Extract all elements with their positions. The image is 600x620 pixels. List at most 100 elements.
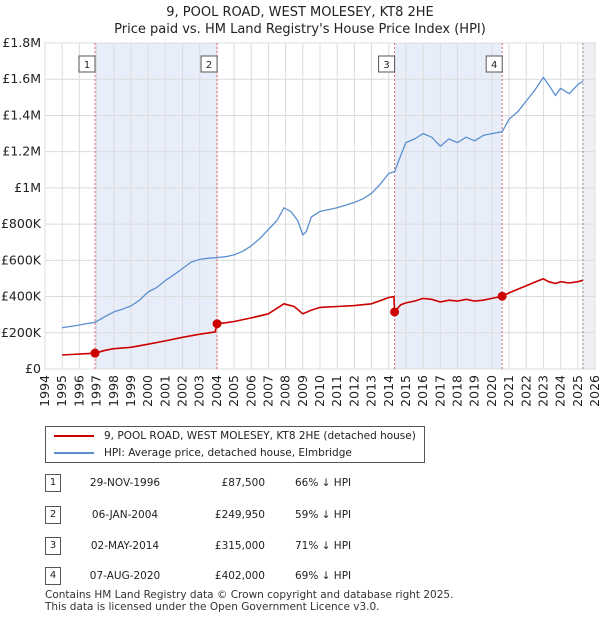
period-shade bbox=[95, 43, 218, 369]
x-tick-label: 2017 bbox=[432, 375, 447, 407]
x-tick-label: 2001 bbox=[157, 375, 172, 407]
x-tick-label: 2022 bbox=[518, 375, 533, 407]
transaction-number: 1 bbox=[45, 474, 61, 492]
table-row: 4 07-AUG-2020 £402,000 69% ↓ HPI bbox=[45, 567, 445, 585]
x-tick-label: 2007 bbox=[260, 375, 275, 407]
transaction-price: £402,000 bbox=[214, 570, 265, 582]
x-tick-label: 2010 bbox=[312, 375, 327, 407]
x-tick-label: 2014 bbox=[381, 375, 396, 407]
table-row: 2 06-JAN-2004 £249,950 59% ↓ HPI bbox=[45, 506, 445, 524]
y-tick-label: £1M bbox=[14, 180, 41, 195]
x-tick-label: 2012 bbox=[346, 375, 361, 407]
y-tick-label: £1.8M bbox=[2, 35, 41, 50]
x-tick-label: 1996 bbox=[71, 375, 86, 407]
property-series-line bbox=[62, 278, 584, 356]
y-tick-label: £1.4M bbox=[2, 107, 41, 122]
price-chart: 1 2 3 4 £0 £200K £400K £600K £800K £1M £1.2M £1.4M… bbox=[1, 35, 600, 407]
sale-point bbox=[212, 319, 222, 329]
transaction-price: £315,000 bbox=[214, 540, 265, 552]
sale-badge-label: 2 bbox=[206, 60, 212, 71]
chart-subtitle: Price paid vs. HM Land Registry's House … bbox=[114, 22, 486, 37]
x-tick-label: 2011 bbox=[329, 375, 344, 407]
x-tick-label: 2015 bbox=[398, 375, 413, 407]
x-tick-label: 2018 bbox=[450, 375, 465, 407]
x-tick-label: 2026 bbox=[587, 375, 600, 407]
x-tick-label: 2024 bbox=[553, 375, 568, 407]
sale-badge-box bbox=[200, 55, 218, 73]
x-tick-label: 2000 bbox=[140, 375, 155, 407]
x-tick-label: 1994 bbox=[37, 375, 52, 407]
table-row: 1 29-NOV-1996 £87,500 66% ↓ HPI bbox=[45, 474, 445, 492]
x-tick-label: 1998 bbox=[106, 375, 121, 407]
y-axis: £0 £200K £400K £600K £800K £1M £1.2M £1.4M £1.6M… bbox=[1, 35, 42, 376]
forecast-shade bbox=[582, 43, 595, 369]
x-tick-label: 2005 bbox=[226, 375, 241, 407]
sale-point bbox=[390, 307, 400, 317]
x-tick-label: 2016 bbox=[415, 375, 430, 407]
footer-attribution: Contains HM Land Registry data © Crown c… bbox=[45, 589, 453, 613]
transaction-hpi-diff: 59% ↓ HPI bbox=[295, 509, 352, 521]
period-shade bbox=[394, 43, 503, 369]
legend-label-property: 9, POOL ROAD, WEST MOLESEY, KT8 2HE (det… bbox=[104, 430, 416, 442]
x-tick-label: 1995 bbox=[54, 375, 69, 407]
footer-line-2: This data is licensed under the Open Gov… bbox=[45, 601, 380, 613]
y-tick-label: £1.6M bbox=[2, 71, 41, 86]
x-tick-label: 2023 bbox=[535, 375, 550, 407]
x-tick-label: 2009 bbox=[295, 375, 310, 407]
x-tick-label: 1997 bbox=[89, 375, 104, 407]
chart-title-block: 9, POOL ROAD, WEST MOLESEY, KT8 2HE Pric… bbox=[0, 4, 600, 38]
transaction-hpi-diff: 71% ↓ HPI bbox=[295, 540, 352, 552]
legend-item-hpi: HPI: Average price, detached house, Elmb… bbox=[54, 445, 352, 461]
legend-swatch-blue bbox=[54, 452, 94, 454]
sale-badge-box bbox=[78, 55, 96, 73]
transaction-date: 02-MAY-2014 bbox=[90, 540, 160, 552]
y-tick-label: £800K bbox=[1, 216, 42, 231]
sale-period-shading bbox=[95, 43, 595, 369]
sale-marker-badges: 1 2 3 4 bbox=[78, 55, 503, 73]
x-tick-label: 2013 bbox=[364, 375, 379, 407]
x-tick-label: 2025 bbox=[570, 375, 585, 407]
y-tick-label: £1.2M bbox=[2, 144, 41, 159]
legend-item-property: 9, POOL ROAD, WEST MOLESEY, KT8 2HE (det… bbox=[54, 428, 416, 444]
transaction-number: 2 bbox=[45, 506, 61, 524]
sale-points bbox=[90, 291, 507, 358]
y-tick-label: £400K bbox=[1, 289, 42, 304]
transaction-date: 29-NOV-1996 bbox=[89, 477, 161, 489]
legend-label-hpi: HPI: Average price, detached house, Elmb… bbox=[104, 447, 352, 459]
sale-point bbox=[90, 348, 100, 358]
sale-badge-box bbox=[485, 55, 503, 73]
x-tick-label: 2008 bbox=[278, 375, 293, 407]
x-tick-label: 1999 bbox=[123, 375, 138, 407]
transaction-number: 4 bbox=[45, 567, 61, 585]
y-tick-label: £600K bbox=[1, 252, 42, 267]
x-tick-label: 2006 bbox=[243, 375, 258, 407]
transaction-hpi-diff: 69% ↓ HPI bbox=[295, 570, 352, 582]
table-row: 3 02-MAY-2014 £315,000 71% ↓ HPI bbox=[45, 537, 445, 555]
y-tick-label: £200K bbox=[1, 325, 42, 340]
hpi-series-line bbox=[62, 76, 584, 329]
transaction-price: £87,500 bbox=[221, 477, 265, 489]
x-tick-label: 2003 bbox=[192, 375, 207, 407]
x-tick-label: 2002 bbox=[175, 375, 190, 407]
footer-line-1: Contains HM Land Registry data © Crown c… bbox=[45, 589, 454, 601]
x-tick-label: 2019 bbox=[467, 375, 482, 407]
sale-badge-label: 3 bbox=[383, 60, 389, 71]
transaction-hpi-diff: 66% ↓ HPI bbox=[295, 477, 352, 489]
x-axis: 1994 1995 1996 1997 1998 1999 2000 2001 2002 2003… bbox=[37, 375, 600, 407]
transaction-price: £249,950 bbox=[214, 509, 265, 521]
chart-title: 9, POOL ROAD, WEST MOLESEY, KT8 2HE bbox=[166, 5, 434, 20]
sale-badge-label: 1 bbox=[84, 60, 90, 71]
y-tick-label: £0 bbox=[25, 361, 41, 376]
transaction-number: 3 bbox=[45, 537, 61, 555]
transaction-date: 06-JAN-2004 bbox=[91, 509, 159, 521]
sale-badge-box bbox=[378, 55, 396, 73]
sale-point bbox=[497, 291, 507, 301]
series-lines bbox=[62, 76, 584, 356]
transaction-date: 07-AUG-2020 bbox=[89, 570, 161, 582]
grid-lines bbox=[44, 42, 596, 370]
x-tick-label: 2021 bbox=[501, 375, 516, 407]
sale-badge-label: 4 bbox=[491, 60, 497, 71]
x-tick-label: 2020 bbox=[484, 375, 499, 407]
legend: 9, POOL ROAD, WEST MOLESEY, KT8 2HE (det… bbox=[45, 426, 425, 463]
x-tick-label: 2004 bbox=[209, 375, 224, 407]
